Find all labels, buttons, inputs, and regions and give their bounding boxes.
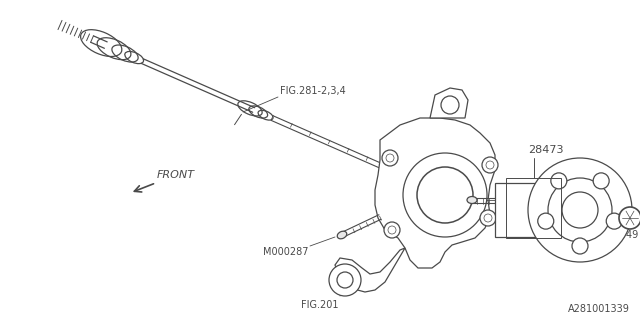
Text: 28365: 28365	[501, 198, 536, 208]
Circle shape	[606, 213, 622, 229]
Circle shape	[480, 210, 496, 226]
Polygon shape	[375, 118, 495, 268]
Text: A281001339: A281001339	[568, 304, 630, 314]
Polygon shape	[495, 183, 540, 237]
Circle shape	[572, 238, 588, 254]
Circle shape	[528, 158, 632, 262]
Circle shape	[384, 222, 400, 238]
Text: FIG.281-2,3,4: FIG.281-2,3,4	[280, 86, 346, 96]
Text: 28473: 28473	[529, 145, 564, 155]
Ellipse shape	[337, 231, 347, 239]
Polygon shape	[430, 88, 468, 118]
Circle shape	[482, 157, 498, 173]
Circle shape	[593, 173, 609, 189]
Circle shape	[619, 207, 640, 229]
Ellipse shape	[467, 196, 477, 204]
Text: FRONT: FRONT	[134, 170, 195, 192]
Circle shape	[382, 150, 398, 166]
Text: N170049: N170049	[594, 230, 638, 240]
Polygon shape	[335, 248, 405, 292]
Text: FIG.201: FIG.201	[301, 300, 338, 310]
Circle shape	[551, 173, 567, 189]
Circle shape	[403, 153, 487, 237]
Circle shape	[329, 264, 361, 296]
Bar	[506, 178, 561, 238]
Text: M000287: M000287	[262, 247, 308, 257]
Circle shape	[538, 213, 554, 229]
Circle shape	[562, 192, 598, 228]
